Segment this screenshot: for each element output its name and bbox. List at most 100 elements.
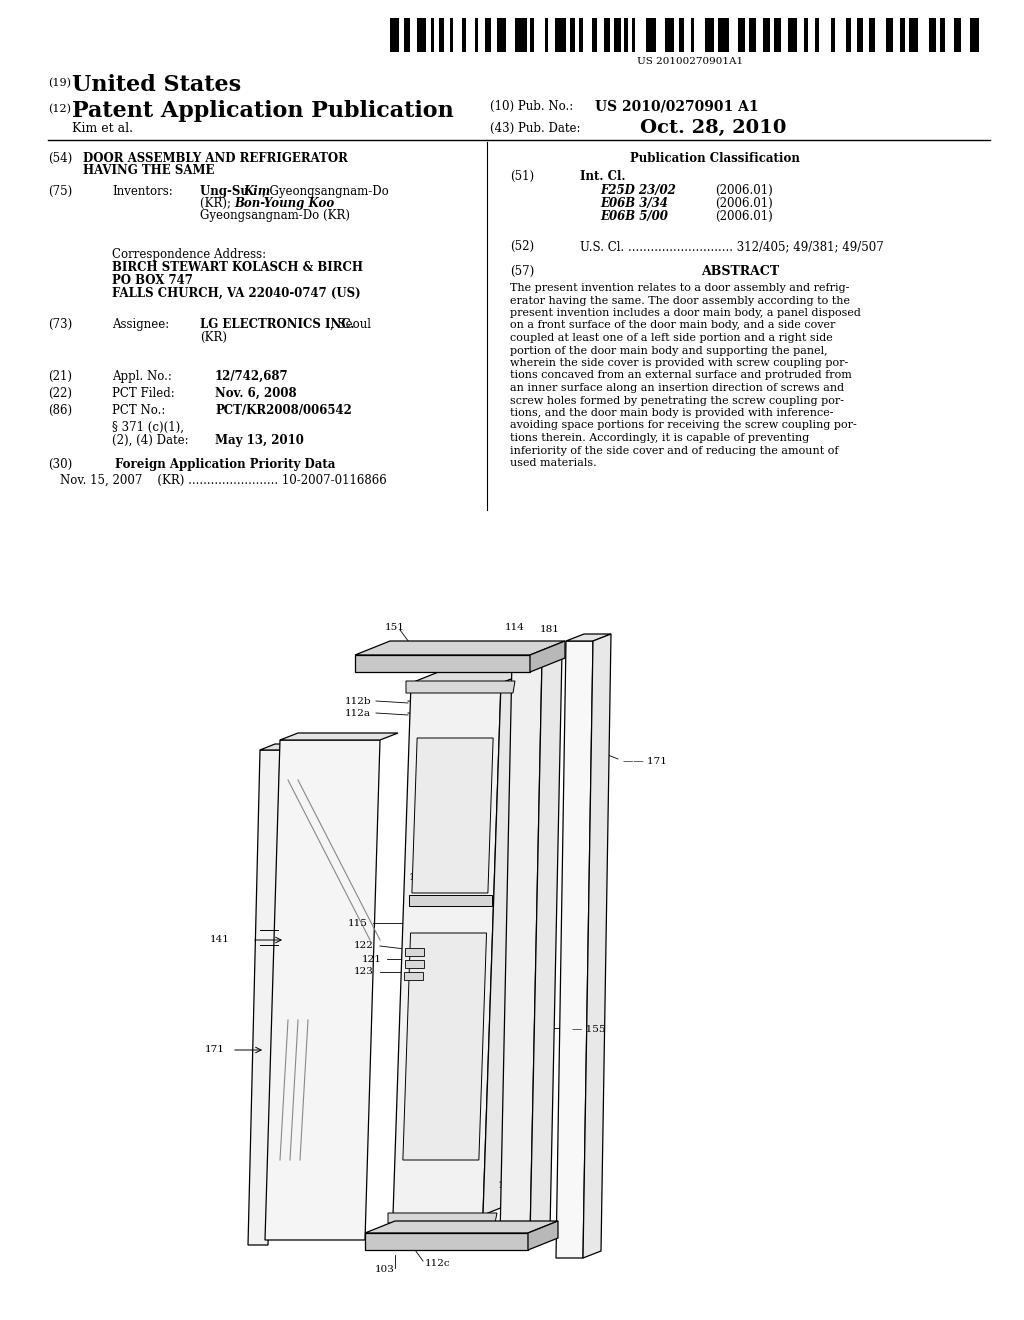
Polygon shape <box>412 738 494 894</box>
Bar <box>475 18 478 51</box>
Bar <box>979 18 990 51</box>
Text: 141: 141 <box>210 936 230 945</box>
Text: (51): (51) <box>510 170 535 183</box>
Bar <box>908 18 918 51</box>
Bar <box>905 18 908 51</box>
Polygon shape <box>530 642 565 672</box>
Text: (54): (54) <box>48 152 73 165</box>
Bar <box>893 18 900 51</box>
Text: (21): (21) <box>48 370 72 383</box>
Bar <box>530 18 534 51</box>
Bar <box>718 18 729 51</box>
Bar <box>624 18 629 51</box>
Bar <box>646 18 655 51</box>
Bar <box>851 18 857 51</box>
Bar <box>961 18 970 51</box>
Text: 123: 123 <box>354 968 374 977</box>
Bar <box>750 18 756 51</box>
Polygon shape <box>248 750 280 1245</box>
Text: United States: United States <box>72 74 241 96</box>
Text: Correspondence Address:: Correspondence Address: <box>112 248 266 261</box>
Text: (52): (52) <box>510 240 535 253</box>
Text: 151: 151 <box>385 623 404 631</box>
Text: U.S. Cl. ............................ 312/405; 49/381; 49/507: U.S. Cl. ............................ 31… <box>580 240 884 253</box>
Text: 125: 125 <box>409 874 429 883</box>
Bar <box>466 18 475 51</box>
Polygon shape <box>500 660 542 1238</box>
Text: (22): (22) <box>48 387 72 400</box>
Polygon shape <box>365 1233 528 1250</box>
Text: ABSTRACT: ABSTRACT <box>701 265 779 279</box>
Bar <box>635 18 646 51</box>
Bar <box>426 18 431 51</box>
Bar <box>787 18 797 51</box>
Bar <box>808 18 815 51</box>
Polygon shape <box>355 655 530 672</box>
Text: Appl. No.:: Appl. No.: <box>112 370 172 383</box>
Bar <box>674 18 679 51</box>
Polygon shape <box>406 681 515 693</box>
Bar <box>417 18 426 51</box>
Text: 122: 122 <box>354 941 374 950</box>
Bar <box>597 18 603 51</box>
Bar <box>869 18 874 51</box>
Bar <box>454 18 462 51</box>
Text: Assignee:: Assignee: <box>112 318 169 331</box>
Bar <box>507 18 515 51</box>
Polygon shape <box>388 1213 497 1224</box>
Text: (30): (30) <box>48 458 73 471</box>
Bar <box>874 18 886 51</box>
Bar <box>603 18 610 51</box>
Text: (2006.01): (2006.01) <box>715 183 773 197</box>
Bar <box>450 18 454 51</box>
Text: 115: 115 <box>535 656 555 664</box>
Bar <box>438 18 444 51</box>
Bar <box>566 18 569 51</box>
Text: E06B 5/00: E06B 5/00 <box>600 210 668 223</box>
Bar <box>478 18 485 51</box>
Text: (75): (75) <box>48 185 73 198</box>
Polygon shape <box>404 960 424 968</box>
Polygon shape <box>280 733 398 741</box>
Polygon shape <box>483 671 531 1214</box>
Bar <box>545 18 548 51</box>
Text: (86): (86) <box>48 404 72 417</box>
Text: PCT/KR2008/006542: PCT/KR2008/006542 <box>215 404 352 417</box>
Bar <box>684 18 690 51</box>
Bar <box>444 18 450 51</box>
Bar <box>534 18 545 51</box>
Bar <box>515 18 526 51</box>
Bar <box>770 18 774 51</box>
Text: LG ELECTRONICS INC.: LG ELECTRONICS INC. <box>200 318 354 331</box>
Bar <box>584 18 592 51</box>
Bar <box>526 18 530 51</box>
Text: Ung-Su: Ung-Su <box>200 185 253 198</box>
Text: used materials.: used materials. <box>510 458 597 469</box>
Text: Oct. 28, 2010: Oct. 28, 2010 <box>640 119 786 137</box>
Bar <box>548 18 555 51</box>
Bar <box>863 18 869 51</box>
Bar <box>462 18 466 51</box>
Text: , Gyeongsangnam-Do: , Gyeongsangnam-Do <box>262 185 389 198</box>
Text: Gyeongsangnam-Do (KR): Gyeongsangnam-Do (KR) <box>200 209 350 222</box>
Bar <box>936 18 940 51</box>
Bar <box>953 18 961 51</box>
Polygon shape <box>406 948 424 956</box>
Text: an inner surface along an insertion direction of screws and: an inner surface along an insertion dire… <box>510 383 844 393</box>
Bar <box>621 18 624 51</box>
Bar <box>655 18 665 51</box>
Bar <box>632 18 635 51</box>
Polygon shape <box>265 741 380 1239</box>
Bar <box>804 18 808 51</box>
Bar <box>399 18 403 51</box>
Text: FALLS CHURCH, VA 22040-0747 (US): FALLS CHURCH, VA 22040-0747 (US) <box>112 286 360 300</box>
Polygon shape <box>260 744 295 750</box>
Bar <box>575 18 579 51</box>
Text: 12/742,687: 12/742,687 <box>215 370 289 383</box>
Polygon shape <box>355 642 565 655</box>
Text: screw holes formed by penetrating the screw coupling por-: screw holes formed by penetrating the sc… <box>510 396 844 405</box>
Bar <box>900 18 905 51</box>
Bar <box>940 18 945 51</box>
Text: portion of the door main body and supporting the panel,: portion of the door main body and suppor… <box>510 346 827 355</box>
Text: Publication Classification: Publication Classification <box>630 152 800 165</box>
